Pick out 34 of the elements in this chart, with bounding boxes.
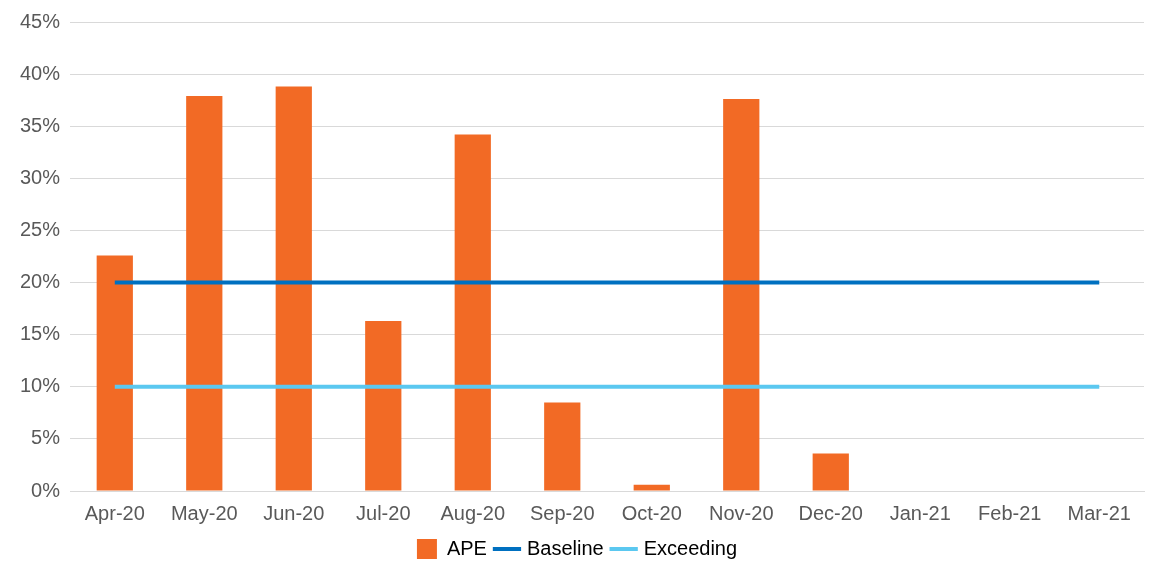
y-tick-label: 45% <box>20 9 61 32</box>
x-tick-label: Dec-20 <box>798 501 863 524</box>
bar <box>812 453 849 491</box>
x-tick-label: Nov-20 <box>709 501 774 524</box>
bar <box>723 99 760 491</box>
y-tick-label: 20% <box>20 270 61 293</box>
legend-label: APE <box>446 536 487 559</box>
x-tick-label: May-20 <box>170 501 238 524</box>
x-tick-label: Sep-20 <box>530 501 595 524</box>
x-tick-label: Aug-20 <box>440 501 506 524</box>
bar <box>365 321 402 491</box>
legend-label: Exceeding <box>643 536 738 559</box>
bar <box>275 86 312 491</box>
bar <box>633 484 670 491</box>
x-tick-label: Jul-20 <box>356 501 411 524</box>
y-tick-label: 15% <box>20 322 61 345</box>
y-tick-label: 30% <box>20 165 61 188</box>
y-tick-label: 10% <box>20 374 61 397</box>
legend-label: Baseline <box>526 536 604 559</box>
bar <box>186 96 223 491</box>
y-tick-label: 40% <box>20 61 61 84</box>
y-tick-label: 0% <box>31 478 61 501</box>
x-tick-label: Oct-20 <box>621 501 682 524</box>
bar <box>544 402 581 491</box>
bar <box>96 255 133 491</box>
y-tick-label: 5% <box>31 426 61 449</box>
x-tick-label: Jan-21 <box>889 501 951 524</box>
x-tick-label: Jun-20 <box>263 501 325 524</box>
y-tick-label: 25% <box>20 217 61 240</box>
x-tick-label: Apr-20 <box>84 501 145 524</box>
y-tick-label: 35% <box>20 113 61 136</box>
bar <box>454 134 491 491</box>
x-tick-label: Mar-21 <box>1067 501 1131 524</box>
x-tick-label: Feb-21 <box>978 501 1042 524</box>
